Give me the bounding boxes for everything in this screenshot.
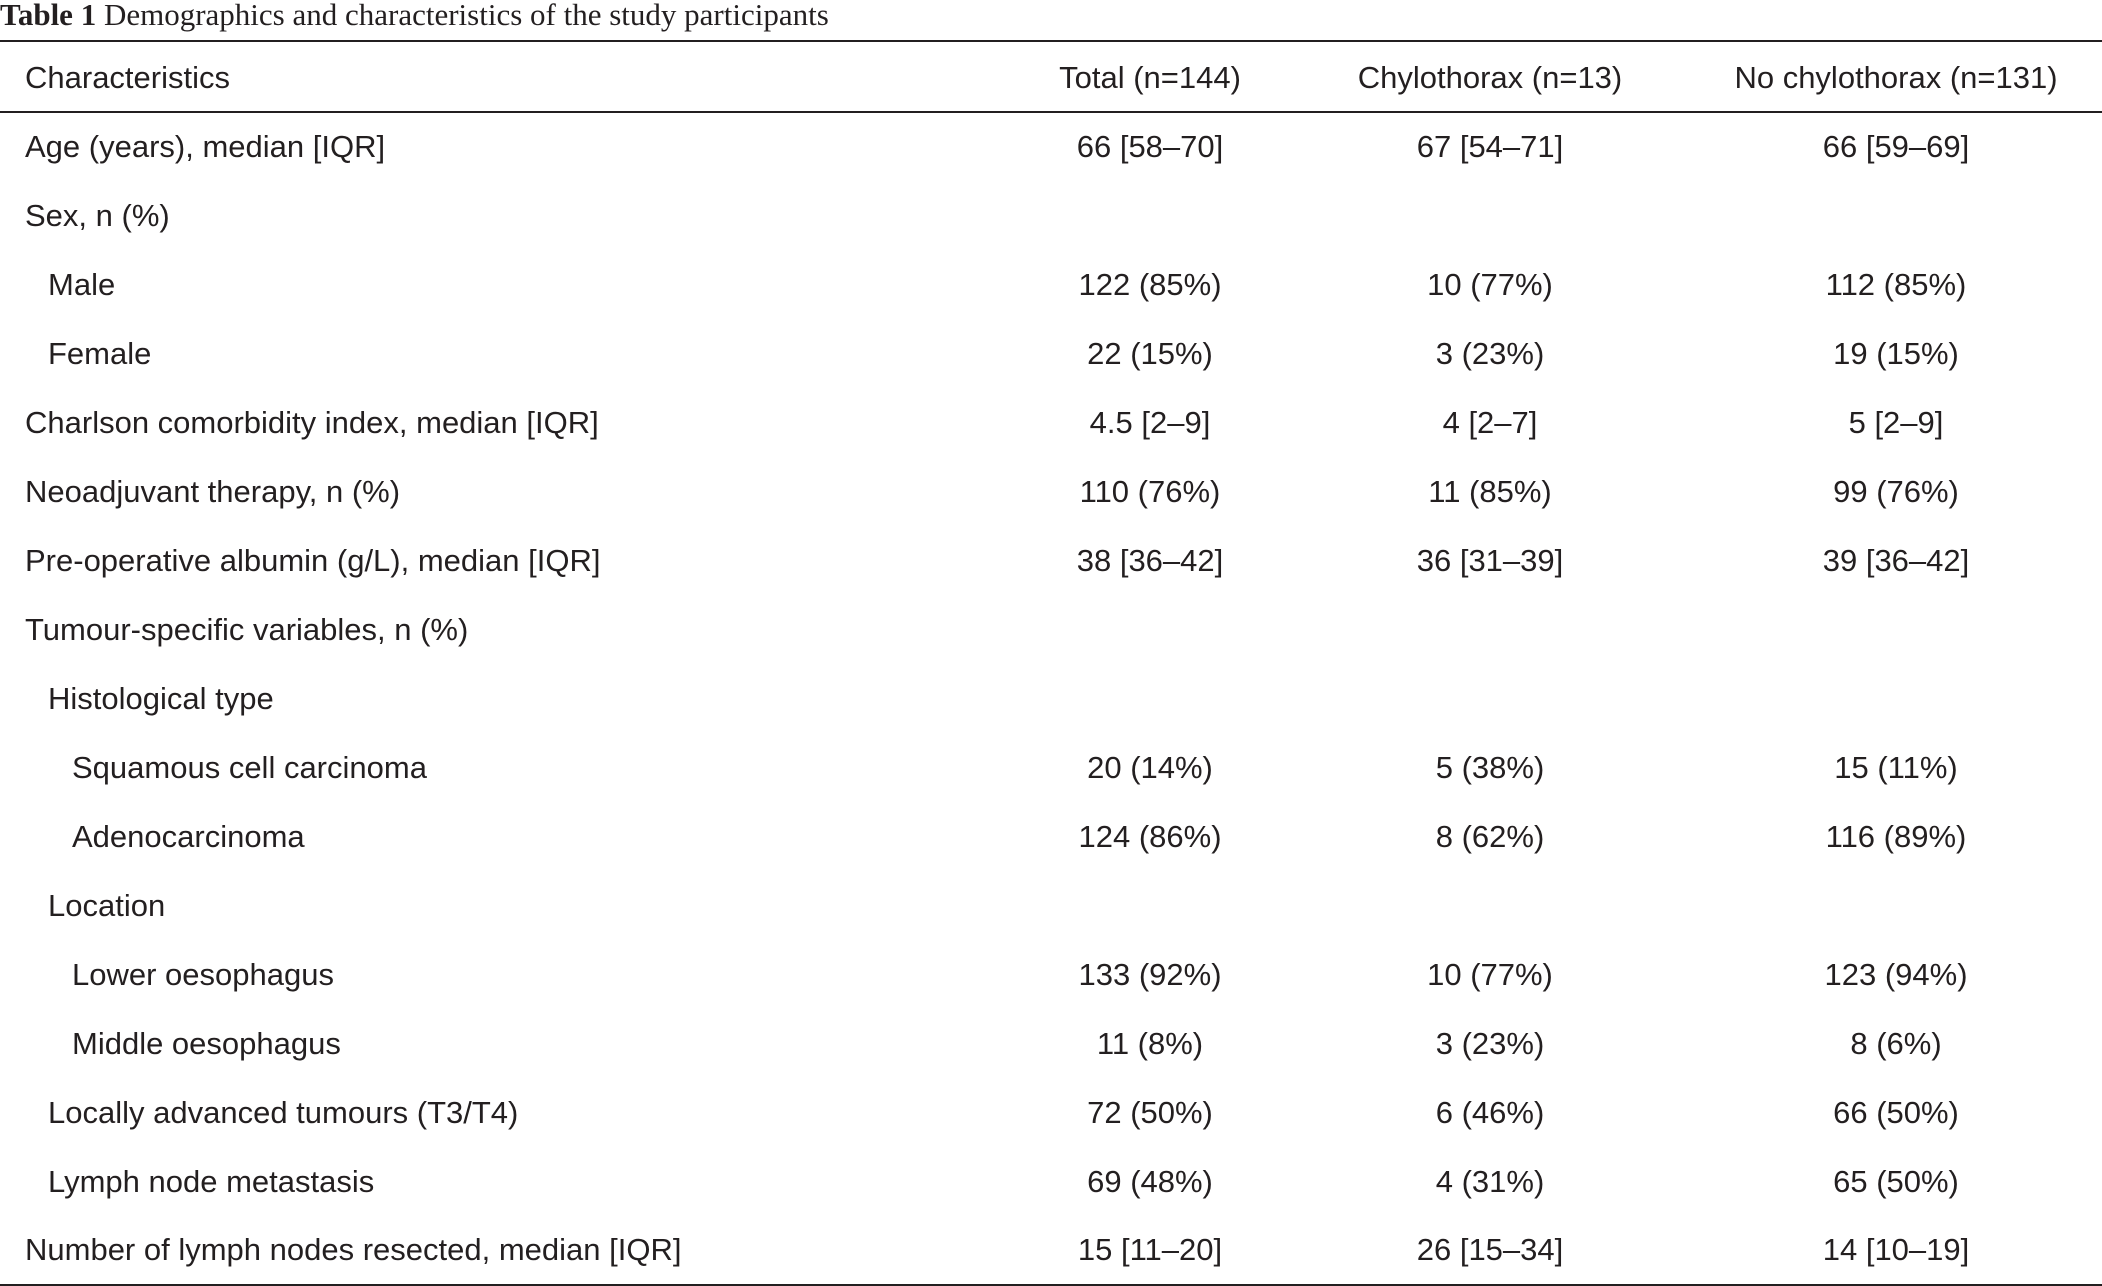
row-label: Histological type: [48, 680, 274, 716]
row-label: Number of lymph nodes resected, median […: [0, 1216, 1010, 1286]
header-no-chylothorax: No chylothorax (n=131): [1734, 60, 2058, 95]
cell-no-chylothorax: 99 (76%): [1833, 473, 1959, 509]
cell-no-chylothorax: [1690, 664, 2102, 733]
cell-no-chylothorax: 123 (94%): [1824, 956, 1968, 992]
row-label: Pre-operative albumin (g/L), median [IQR…: [25, 542, 601, 578]
row-label: Sex, n (%): [25, 197, 170, 233]
table-header-row: Characteristics Total (n=144) Chylothora…: [0, 41, 2102, 112]
table-caption-label: Table 1: [0, 0, 97, 32]
cell-total: 72 (50%): [1087, 1094, 1213, 1130]
cell-chylothorax: 11 (85%): [1428, 473, 1552, 509]
table-caption: Table 1 Demographics and characteristics…: [0, 0, 829, 38]
cell-no-chylothorax: [1690, 181, 2102, 250]
cell-chylothorax: 10 (77%): [1427, 956, 1553, 992]
cell-total: 133 (92%): [1078, 956, 1222, 992]
cell-chylothorax: 10 (77%): [1427, 266, 1553, 302]
cell-total: 11 (8%): [1096, 1025, 1204, 1061]
cell-total: 15 [11–20]: [1010, 1216, 1290, 1286]
table-row: Adenocarcinoma 124 (86%) 8 (62%) 116 (89%): [0, 802, 2102, 871]
cell-no-chylothorax: 66 [59–69]: [1822, 129, 1970, 164]
cell-no-chylothorax: 5 [2–9]: [1848, 404, 1944, 440]
cell-chylothorax: 4 [2–7]: [1442, 404, 1538, 440]
cell-total: 38 [36–42]: [1076, 542, 1224, 578]
table-row: Middle oesophagus 11 (8%) 3 (23%) 8 (6%): [0, 1009, 2102, 1078]
cell-total: 22 (15%): [1087, 335, 1213, 371]
cell-chylothorax: 67 [54–71]: [1416, 129, 1564, 164]
table-row: Pre-operative albumin (g/L), median [IQR…: [0, 526, 2102, 595]
cell-no-chylothorax: 66 (50%): [1833, 1094, 1959, 1130]
table-row: Lymph node metastasis 69 (48%) 4 (31%) 65 (…: [0, 1147, 2102, 1216]
table-row: Male 122 (85%) 10 (77%) 112 (85%): [0, 250, 2102, 319]
table-row: Neoadjuvant therapy, n (%) 110 (76%) 11 (8…: [0, 457, 2102, 526]
table-row: Charlson comorbidity index, median [IQR]…: [0, 388, 2102, 457]
cell-chylothorax: 36 [31–39]: [1416, 542, 1564, 578]
cell-total: [1010, 664, 1290, 733]
row-label: Location: [48, 887, 166, 923]
row-label: Lymph node metastasis: [48, 1163, 375, 1199]
cell-total: 66 [58–70]: [1076, 129, 1224, 164]
header-total: Total (n=144): [1059, 60, 1241, 95]
cell-total: 69 (48%): [1087, 1163, 1213, 1199]
row-label: Adenocarcinoma: [72, 818, 305, 854]
row-label: Locally advanced tumours (T3/T4): [48, 1094, 519, 1130]
cell-chylothorax: 3 (23%): [1435, 335, 1545, 371]
cell-no-chylothorax: 19 (15%): [1833, 335, 1959, 371]
cell-no-chylothorax: 15 (11%): [1834, 749, 1958, 785]
row-label: Male: [48, 266, 116, 302]
header-characteristics: Characteristics: [25, 60, 230, 95]
cell-total: 20 (14%): [1087, 749, 1213, 785]
table-caption-text: Demographics and characteristics of the …: [103, 0, 829, 32]
cell-chylothorax: [1290, 664, 1690, 733]
cell-no-chylothorax: 8 (6%): [1850, 1025, 1942, 1061]
table-row: Histological type: [0, 664, 2102, 733]
table-row: Locally advanced tumours (T3/T4) 72 (50%)…: [0, 1078, 2102, 1147]
table-row: Lower oesophagus 133 (92%) 10 (77%) 123 (94…: [0, 940, 2102, 1009]
cell-chylothorax: 6 (46%): [1435, 1094, 1545, 1130]
table-row: Number of lymph nodes resected, median […: [0, 1216, 2102, 1286]
cell-chylothorax: [1290, 871, 1690, 940]
cell-total: [1010, 595, 1290, 664]
row-label: Age (years), median [IQR]: [25, 129, 386, 164]
table-row: Age (years), median [IQR] 66 [58–70] 67 [5…: [0, 112, 2102, 181]
table-row: Location: [0, 871, 2102, 940]
demographics-table: Characteristics Total (n=144) Chylothora…: [0, 40, 2102, 1286]
cell-total: [1010, 871, 1290, 940]
row-label: Middle oesophagus: [72, 1025, 341, 1061]
cell-no-chylothorax: 112 (85%): [1825, 266, 1967, 302]
cell-total: 110 (76%): [1079, 473, 1221, 509]
cell-total: 4.5 [2–9]: [1089, 404, 1211, 440]
cell-chylothorax: [1290, 181, 1690, 250]
row-label: Squamous cell carcinoma: [72, 749, 427, 785]
table-body: Age (years), median [IQR] 66 [58–70] 67 [5…: [0, 112, 2102, 1286]
cell-no-chylothorax: [1690, 871, 2102, 940]
row-label: Lower oesophagus: [72, 956, 334, 992]
cell-no-chylothorax: 39 [36–42]: [1822, 542, 1970, 578]
cell-no-chylothorax: 14 [10–19]: [1690, 1216, 2102, 1286]
cell-chylothorax: 5 (38%): [1435, 749, 1545, 785]
table-row: Tumour-specific variables, n (%): [0, 595, 2102, 664]
cell-total: 124 (86%): [1078, 818, 1222, 854]
row-label: Tumour-specific variables, n (%): [25, 611, 469, 647]
cell-chylothorax: 26 [15–34]: [1290, 1216, 1690, 1286]
table-row: Squamous cell carcinoma 20 (14%) 5 (38%) 15…: [0, 733, 2102, 802]
cell-no-chylothorax: 65 (50%): [1833, 1163, 1959, 1199]
row-label: Charlson comorbidity index, median [IQR]: [25, 404, 599, 440]
cell-chylothorax: 8 (62%): [1435, 818, 1545, 854]
row-label: Female: [48, 335, 152, 371]
header-chylothorax: Chylothorax (n=13): [1357, 60, 1623, 95]
cell-no-chylothorax: [1690, 595, 2102, 664]
table-row: Sex, n (%): [0, 181, 2102, 250]
cell-chylothorax: 4 (31%): [1435, 1163, 1545, 1199]
cell-chylothorax: [1290, 595, 1690, 664]
table-row: Female 22 (15%) 3 (23%) 19 (15%): [0, 319, 2102, 388]
cell-total: [1010, 181, 1290, 250]
cell-chylothorax: 3 (23%): [1435, 1025, 1545, 1061]
cell-no-chylothorax: 116 (89%): [1825, 818, 1967, 854]
row-label: Neoadjuvant therapy, n (%): [25, 473, 401, 509]
cell-total: 122 (85%): [1078, 266, 1222, 302]
